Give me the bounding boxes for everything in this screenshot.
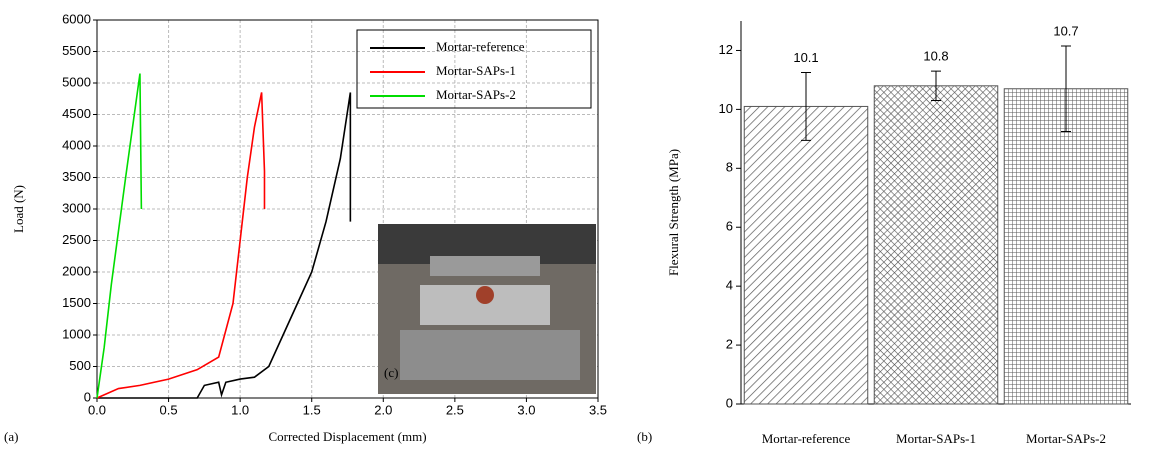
- x-tick-label: 2.5: [446, 402, 464, 417]
- y-tick-label: 1500: [62, 295, 91, 310]
- inset-label: (c): [384, 365, 398, 380]
- y-tick-label: 10: [719, 101, 733, 116]
- y-tick-label: 2500: [62, 232, 91, 247]
- y-tick-label: 3500: [62, 169, 91, 184]
- x-tick-label: 3.5: [589, 402, 607, 417]
- y-tick-label: 500: [69, 358, 91, 373]
- legend-label: Mortar-SAPs-1: [436, 63, 516, 78]
- line-series: [96, 73, 143, 399]
- y-tick-label: 5500: [62, 43, 91, 58]
- bar: [873, 85, 999, 405]
- y-tick-label: 0: [84, 389, 91, 404]
- error-bar-line: [931, 70, 941, 102]
- y-tick-label: 1000: [62, 326, 91, 341]
- legend-label: Mortar-reference: [436, 39, 525, 54]
- x-tick-label: 0.5: [160, 402, 178, 417]
- legend-label: Mortar-SAPs-2: [436, 87, 516, 102]
- y-tick-label: 4: [726, 278, 733, 293]
- y-axis-title: Flexural Strength (MPa): [666, 149, 681, 276]
- bar: [743, 105, 869, 405]
- line-series: [97, 92, 352, 399]
- y-tick-label: 4500: [62, 106, 91, 121]
- x-tick-label: 3.0: [517, 402, 535, 417]
- x-tick-label: Mortar-SAPs-2: [1026, 431, 1106, 446]
- error-bar: [801, 72, 811, 141]
- y-tick-label: 0: [726, 395, 733, 410]
- error-bar-line: [801, 72, 811, 141]
- y-tick-label: 3000: [62, 200, 91, 215]
- panel-label: (b): [637, 429, 652, 444]
- error-bar: [931, 70, 941, 102]
- x-axis-title: Corrected Displacement (mm): [268, 429, 426, 444]
- bar: [1003, 88, 1129, 405]
- x-tick-label: Mortar-SAPs-1: [896, 431, 976, 446]
- y-tick-label: 2: [726, 337, 733, 352]
- x-tick-label: 2.0: [374, 402, 392, 417]
- y-tick-label: 12: [719, 42, 733, 57]
- plot-frame: [96, 19, 599, 399]
- y-tick-label: 5000: [62, 74, 91, 89]
- x-tick-label: 0.0: [88, 402, 106, 417]
- y-tick-label: 8: [726, 160, 733, 175]
- error-bar: [1061, 45, 1071, 132]
- x-tick-label: 1.5: [303, 402, 321, 417]
- y-axis-title: Load (N): [11, 185, 26, 233]
- y-tick-label: 2000: [62, 263, 91, 278]
- line-series: [96, 92, 266, 399]
- y-tick-label: 6: [726, 219, 733, 234]
- inset-photo: [378, 224, 596, 394]
- value-label: 10.7: [1053, 23, 1078, 38]
- value-label: 10.8: [923, 49, 948, 64]
- y-tick-label: 6000: [62, 11, 91, 26]
- x-tick-label: Mortar-reference: [762, 431, 851, 446]
- panel-label: (a): [4, 429, 18, 444]
- y-tick-label: 4000: [62, 137, 91, 152]
- error-bar-line: [1061, 45, 1071, 132]
- legend-frame: [356, 29, 592, 109]
- x-tick-label: 1.0: [231, 402, 249, 417]
- value-label: 10.1: [793, 50, 818, 65]
